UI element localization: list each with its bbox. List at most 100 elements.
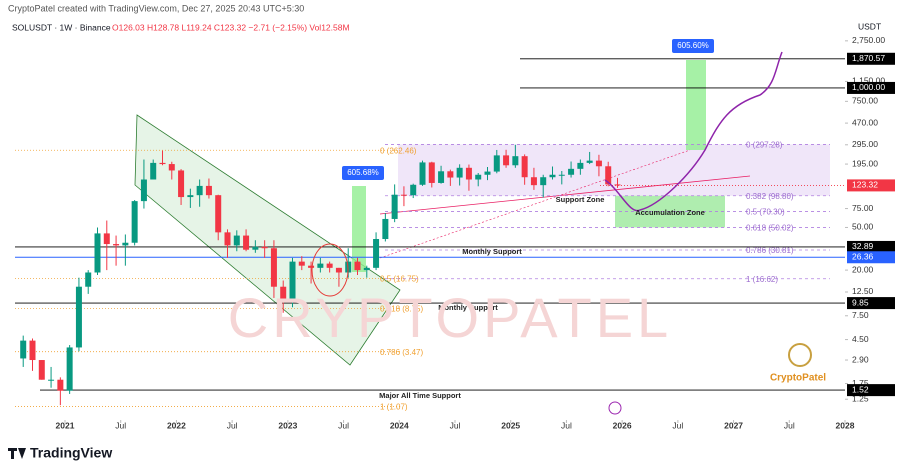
candle-body [456,167,463,178]
y-tick-label: 195.00 [852,158,878,168]
symbol: SOLUSDT · 1W · Binance [12,22,111,32]
watermark: CRYPTOPATEL [228,286,672,349]
candle-body [38,360,45,380]
footer-logo [8,448,26,459]
candle-body [159,162,166,165]
highlight-circle [311,243,349,297]
footer-brand: TradingView [30,445,112,461]
candle-body [438,171,445,183]
fib-label: 0.5 (70.30) [746,208,785,217]
annotation: Monthly Support [462,247,522,256]
price-marker-label: 9.85 [852,297,869,307]
x-tick-label: Jul [115,420,126,430]
candle-body [66,347,73,391]
fib-label: 0 (297.28) [746,141,783,150]
candle-body [549,174,556,178]
y-tick-label: 750.00 [852,96,878,106]
candle-body [521,156,528,178]
price-marker [847,179,895,192]
plot: 0 (262.46)0.5 (16.75)0.618 (8.75)0.786 (… [15,35,895,430]
fib-label: 1 (16.62) [746,275,778,284]
candle-body [586,160,593,163]
candle-body [317,263,324,268]
annotation: Accumulation Zone [635,208,705,217]
gain-label-box [342,166,384,180]
candle-body [233,235,240,246]
candle-body [205,185,212,196]
y-tick-label: 50.00 [852,222,874,232]
annotation: Support Zone [556,195,605,204]
price-marker [847,52,895,65]
fib-label: 0.786 (30.81) [746,246,794,255]
icon [608,401,622,415]
candle-body [484,171,491,175]
candle-body [215,195,222,233]
fib-label: 0.618 (8.75) [380,305,423,314]
fib-label: 1 (1.07) [380,403,408,412]
candle-body [354,261,361,271]
x-tick-label: Jul [450,420,461,430]
candle-body [122,242,129,246]
price-marker-label: 26.36 [852,252,874,262]
candle-body [150,162,157,180]
currency: USDT [858,21,881,31]
candle-body [605,166,612,185]
x-tick-label: Jul [561,420,572,430]
candle-body [614,184,621,186]
candle-body [29,340,36,361]
candle-body [131,201,138,243]
candle-body [187,195,194,198]
fib-label: 0.786 (3.47) [380,348,423,357]
price-marker-label: 1,000.00 [852,82,885,92]
price-marker-label: 123.32 [852,180,878,190]
y-tick-label: 470.00 [852,117,878,127]
candle-body [270,248,277,287]
channel [134,114,401,366]
candle-body [568,168,575,175]
x-tick-label: 2027 [724,420,743,430]
x-tick-label: 2024 [390,420,409,430]
price-marker [847,251,895,264]
x-tick-label: Jul [227,420,238,430]
price-marker-label: 32.89 [852,241,874,251]
candle-body [298,261,305,266]
candle-body [57,379,64,391]
fib-label: 0.618 (50.02) [746,224,794,233]
candle-body [391,194,398,219]
y-tick-label: 12.50 [852,286,874,296]
candle-body [503,155,510,166]
fib-label: 0 (262.46) [380,146,417,155]
x-tick-label: 2025 [501,420,520,430]
candle-body [85,272,92,287]
candle-body [103,233,110,245]
candle-body [493,155,500,172]
y-tick-label: 2,750.00 [852,35,885,45]
candle-body [540,177,547,186]
candle-body [373,239,380,268]
candle-body [335,267,342,273]
candle-body [428,162,435,183]
logo-icon [788,343,812,367]
x-tick-label: 2021 [56,420,75,430]
price-marker [847,297,895,310]
candle-body [168,164,175,171]
price-marker [847,240,895,253]
candle-body [20,340,27,359]
candle-body [196,185,203,196]
candle-body [289,261,296,303]
candle-body [447,171,454,178]
candle-body [400,194,407,196]
fib-label: 0.382 (98.80) [746,192,794,201]
candle-body [326,263,333,268]
price-marker-label: 1.52 [852,384,869,394]
candle-body [113,244,120,246]
candle-body [280,286,287,303]
candle-body [512,156,519,166]
gain-label-box [672,39,714,53]
x-tick-label: 2028 [836,420,855,430]
footer [0,438,900,472]
y-tick-label: 2.90 [852,354,869,364]
candle-body [465,167,472,180]
candle-body [308,265,315,268]
